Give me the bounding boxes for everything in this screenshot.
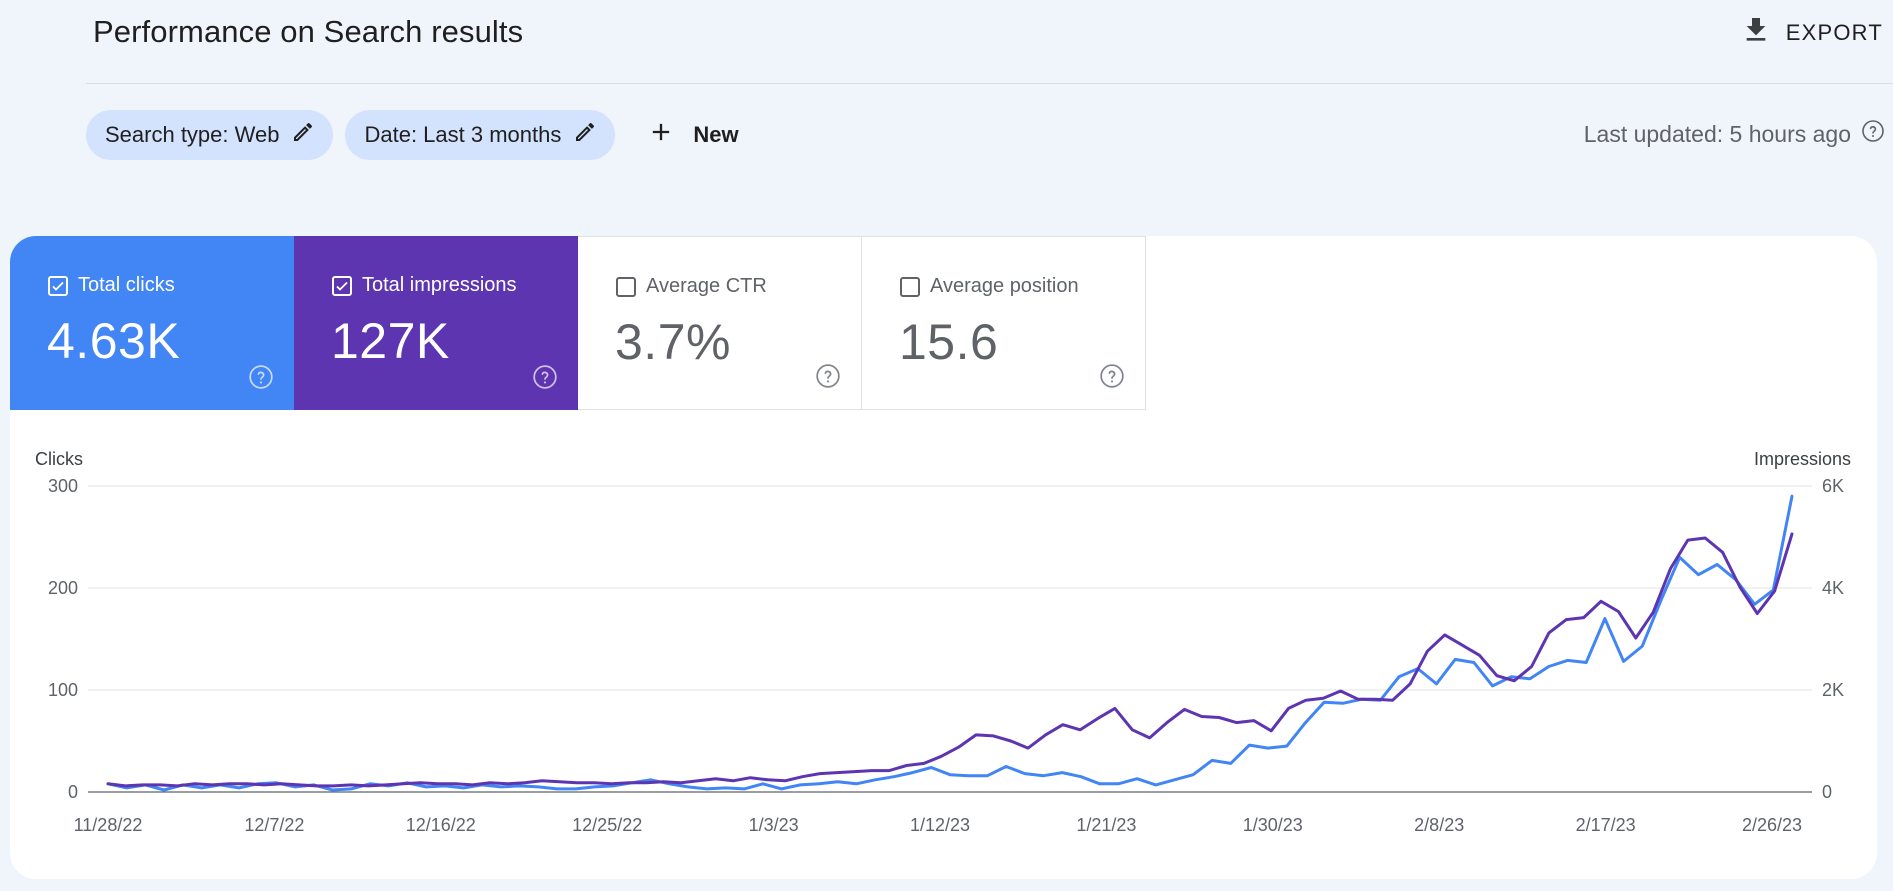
metric-tabs: Total clicks 4.63K Total impressions 127… [10,236,1146,410]
metric-label: Total clicks [78,274,175,296]
y-right-tick-label: 6K [1822,476,1844,496]
last-updated: Last updated: 5 hours ago [1584,119,1885,149]
metric-label: Average CTR [646,275,767,297]
x-tick-label: 1/21/23 [1076,815,1136,835]
metric-total-clicks[interactable]: Total clicks 4.63K [10,236,294,410]
performance-chart[interactable]: 0 0 100 2K 200 4K 300 6K Clicks Impressions 11/28/… [10,236,1877,879]
performance-card: Total clicks 4.63K Total impressions 127… [10,236,1877,879]
metric-value: 3.7% [615,314,731,370]
help-icon[interactable] [1861,119,1885,149]
metric-average-ctr[interactable]: Average CTR 3.7% [578,236,862,410]
metric-value: 4.63K [47,313,181,369]
y-right-tick-label: 4K [1822,578,1844,598]
checkbox-checked-icon[interactable] [332,275,352,296]
date-label: Date: Last 3 months [364,122,562,147]
date-chip[interactable]: Date: Last 3 months [345,110,616,160]
export-button[interactable]: EXPORT [1740,12,1883,54]
last-updated-text: Last updated: 5 hours ago [1583,120,1851,147]
search-type-label: Search type: Web [105,122,280,147]
edit-icon [573,120,597,150]
help-icon[interactable] [532,364,558,390]
series-line-clicks [106,494,1794,792]
checkbox-checked-icon[interactable] [48,275,68,296]
metric-average-position[interactable]: Average position 15.6 [862,236,1146,410]
y-left-tick-label: 0 [68,782,78,802]
x-tick-label: 2/17/23 [1576,815,1636,835]
y-left-tick-label: 300 [48,476,78,496]
x-tick-label: 12/16/22 [406,815,476,835]
x-tick-label: 2/8/23 [1414,815,1464,835]
y-right-axis-title: Impressions [1754,449,1851,469]
help-icon[interactable] [1099,363,1125,389]
x-tick-label: 12/25/22 [572,815,642,835]
x-tick-label: 11/28/22 [74,815,143,835]
x-tick-label: 1/12/23 [910,815,970,835]
metric-total-impressions[interactable]: Total impressions 127K [294,236,578,410]
new-label: New [693,122,739,147]
help-icon[interactable] [248,364,274,390]
y-left-tick-label: 100 [48,680,78,700]
plus-icon [647,118,675,152]
filter-bar: Search type: Web Date: Last 3 months New [86,110,753,160]
header-divider [86,83,1893,84]
y-left-tick-label: 200 [48,578,78,598]
checkbox-unchecked-icon[interactable] [616,276,636,297]
search-type-chip[interactable]: Search type: Web [86,110,334,160]
download-icon [1740,14,1772,52]
page-title: Performance on Search results [93,14,524,49]
series-line-impressions [106,532,1794,788]
x-tick-label: 1/30/23 [1243,815,1303,835]
y-right-tick-label: 2K [1822,680,1844,700]
x-tick-label: 2/26/23 [1742,815,1802,835]
x-tick-label: 12/7/22 [244,815,304,835]
y-left-axis-title: Clicks [35,449,83,469]
edit-icon [291,120,315,150]
metric-label: Total impressions [362,274,517,296]
export-label: EXPORT [1785,20,1883,45]
help-icon[interactable] [815,363,841,389]
checkbox-unchecked-icon[interactable] [900,276,920,297]
x-tick-label: 1/3/23 [749,815,799,835]
metric-value: 127K [331,313,450,369]
metric-label: Average position [930,275,1079,297]
y-right-tick-label: 0 [1822,782,1832,802]
new-filter-button[interactable]: New [627,110,752,160]
metric-value: 15.6 [899,314,999,370]
